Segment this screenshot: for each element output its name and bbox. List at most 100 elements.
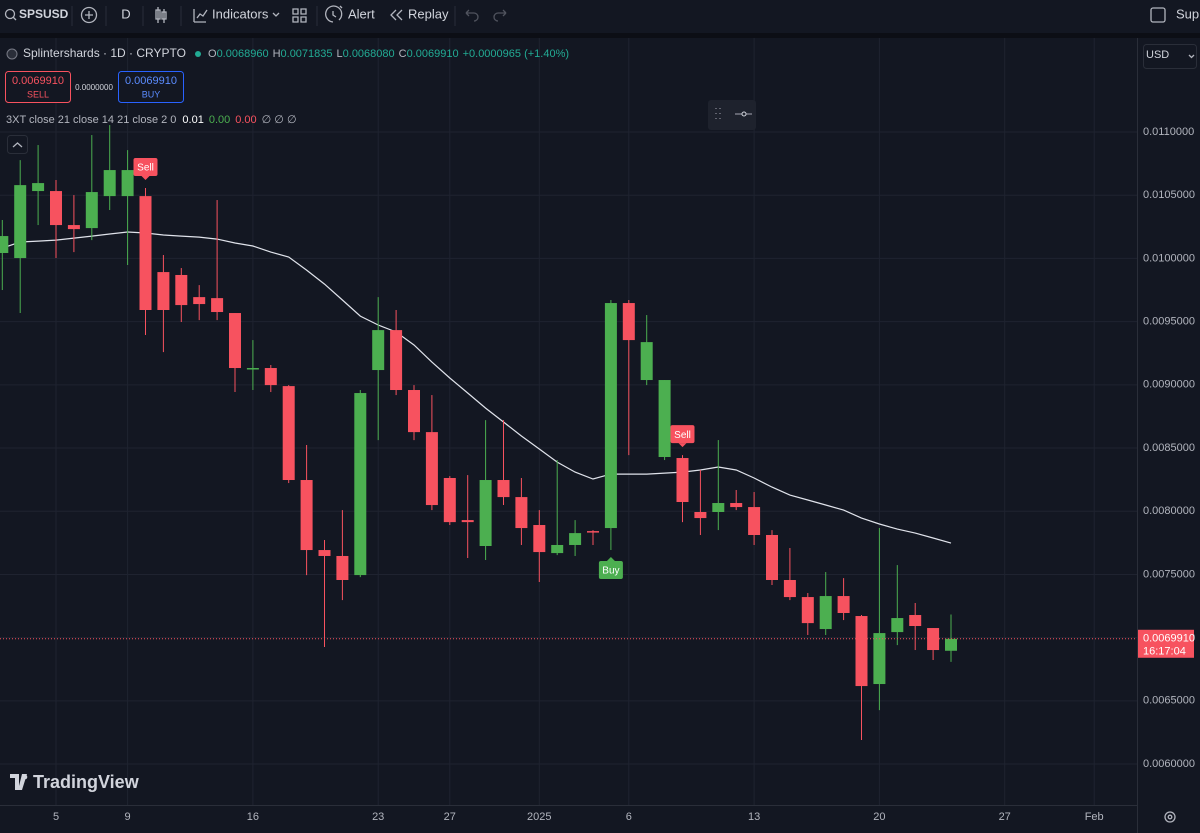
candle-body xyxy=(676,458,689,503)
candle-body xyxy=(50,191,62,226)
search-icon xyxy=(12,16,17,21)
candle-body xyxy=(945,638,957,651)
market-status xyxy=(195,51,201,57)
symbol[interactable]: SPSUSD xyxy=(19,7,69,21)
interval[interactable]: D xyxy=(121,6,130,21)
x-tick-label: 27 xyxy=(999,811,1011,823)
candle-body xyxy=(712,503,725,512)
watermark-logo xyxy=(10,774,27,790)
support-button[interactable]: Supp xyxy=(1176,6,1200,21)
signal-label-box xyxy=(670,425,695,444)
ohlc-key: O xyxy=(208,48,217,60)
x-tick-label: 9 xyxy=(125,811,131,823)
signal-label: Sell xyxy=(674,430,691,441)
candle-body xyxy=(551,544,564,554)
replay-button[interactable]: Replay xyxy=(408,6,449,21)
checkbox[interactable] xyxy=(1150,7,1166,23)
redo-button[interactable] xyxy=(493,9,507,22)
candle-body xyxy=(175,274,188,306)
signal-label-box xyxy=(133,158,158,177)
candle-body xyxy=(229,313,241,369)
candle-body xyxy=(479,480,492,546)
candle-body xyxy=(193,297,206,305)
toolbar: SPSUSD D Indicators Alert Replay Supp xyxy=(0,5,1200,38)
compare-button[interactable] xyxy=(80,6,98,24)
candle-body xyxy=(14,185,27,259)
candle-body xyxy=(139,196,152,310)
candle-body xyxy=(354,393,367,576)
candle-body xyxy=(909,615,922,627)
widget-icon xyxy=(741,111,747,117)
sell-button[interactable] xyxy=(5,71,71,103)
dropdown-icon[interactable] xyxy=(272,12,280,17)
ohlc-key: H xyxy=(273,48,281,60)
candle-body xyxy=(640,342,653,381)
y-tick-label: 0.0075000 xyxy=(1143,568,1195,580)
chart-type-button[interactable] xyxy=(155,7,167,23)
candle-body xyxy=(587,531,599,533)
y-tick-label: 0.0100000 xyxy=(1143,252,1195,264)
candle-body xyxy=(32,183,45,192)
price-axis: 0.00600000.00650000.00700000.00750000.00… xyxy=(0,38,1195,833)
y-tick-label: 0.0110000 xyxy=(1143,126,1194,138)
candle-body xyxy=(622,303,635,341)
separator xyxy=(0,33,1200,38)
candle-body xyxy=(282,386,295,481)
candle-body xyxy=(85,192,98,229)
candle-body xyxy=(891,618,904,633)
layouts-button[interactable] xyxy=(292,8,307,23)
settings-icon xyxy=(1167,814,1173,820)
collapse-button[interactable] xyxy=(7,135,28,154)
candle-body xyxy=(67,225,80,230)
plot-area: Sell Buy Sell xyxy=(0,38,1137,805)
buy-button[interactable] xyxy=(118,71,184,103)
candle-body xyxy=(211,298,224,313)
indicator-value: 0.01 xyxy=(182,114,203,126)
candle-body xyxy=(497,480,510,498)
candle-body xyxy=(103,170,116,197)
x-tick-label: 13 xyxy=(748,811,760,823)
candle-body xyxy=(855,616,868,687)
candle-body xyxy=(748,507,761,535)
signal-pointer xyxy=(141,176,150,181)
watermark-logo xyxy=(22,774,28,780)
drawing-widget[interactable] xyxy=(708,100,756,130)
indicator-value: 0.00 xyxy=(209,114,230,126)
currency-select[interactable] xyxy=(1143,44,1197,69)
replay-icon xyxy=(390,9,403,21)
undo-button[interactable] xyxy=(465,9,479,22)
x-tick-label: Feb xyxy=(1085,811,1104,823)
signal-label: Sell xyxy=(137,163,154,174)
candle-body xyxy=(443,477,456,523)
candle-body xyxy=(390,330,403,391)
candle-body xyxy=(300,480,313,551)
candle-body xyxy=(515,497,528,529)
watermark: TradingView xyxy=(33,772,140,792)
compare-icon xyxy=(85,11,93,19)
indicators-button[interactable]: Indicators xyxy=(212,6,269,21)
x-tick-label: 23 xyxy=(372,811,384,823)
alert-button[interactable]: Alert xyxy=(348,6,375,21)
buy-label: BUY xyxy=(142,89,161,99)
indicator-value: ∅ ∅ ∅ xyxy=(262,114,297,126)
signal-pointer xyxy=(606,557,615,562)
change: +0.0000965 (+1.40%) xyxy=(463,48,569,60)
spread: 0.0000000 xyxy=(75,83,113,92)
settings-button[interactable] xyxy=(1164,811,1176,823)
x-tick-label: 5 xyxy=(53,811,59,823)
indicator-legend: 3XT close 21 close 14 21 close 2 0 0.01 0.… xyxy=(6,114,297,126)
candle-body xyxy=(318,550,331,556)
candle-body xyxy=(246,368,259,370)
y-tick-label: 0.0095000 xyxy=(1143,316,1195,328)
ohlc-value: 0.0068080 xyxy=(343,48,395,60)
signal-pointer xyxy=(678,443,687,448)
sell-price: 0.0069910 xyxy=(12,75,64,87)
candle-body xyxy=(569,533,582,545)
legend-title: Splintershards · 1D · CRYPTO xyxy=(23,46,186,60)
y-tick-label: 0.0065000 xyxy=(1143,695,1195,707)
y-tick-label: 0.0060000 xyxy=(1143,758,1195,770)
legend: Splintershards · 1D · CRYPTO O0.0068960 H… xyxy=(5,44,1197,823)
last-price-tag xyxy=(1138,629,1194,658)
